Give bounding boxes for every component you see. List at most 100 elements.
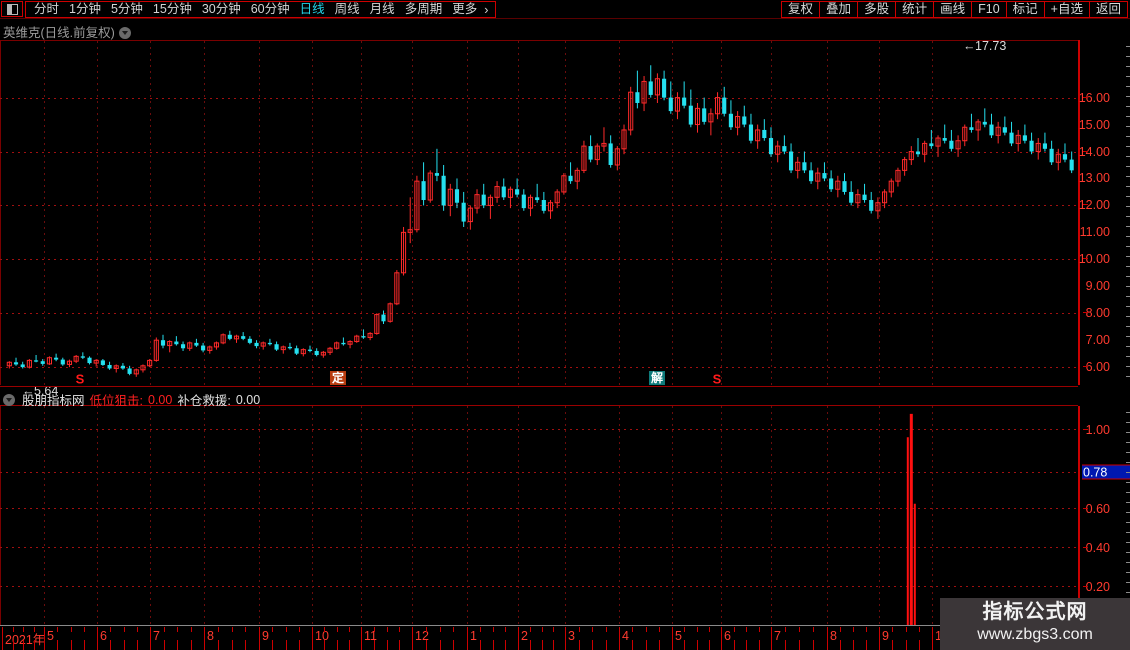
price-axis-minor-tick xyxy=(1126,136,1130,137)
price-axis-minor-tick xyxy=(1126,196,1130,197)
toolbar-button-6[interactable]: F10 xyxy=(971,0,1007,18)
timeframe-10[interactable]: 多周期 xyxy=(404,2,443,16)
candle xyxy=(327,346,333,355)
toolbar-button-4[interactable]: 统计 xyxy=(895,0,935,18)
timeframe-1[interactable]: 分时 xyxy=(34,2,60,16)
candle xyxy=(367,332,373,341)
date-axis-label-16: 7 xyxy=(774,629,781,643)
candle xyxy=(387,302,393,323)
toolbar-button-1[interactable]: 复权 xyxy=(781,0,821,18)
date-axis-label-13: 4 xyxy=(622,629,629,643)
candle xyxy=(100,359,105,366)
indicator-vgridline-5 xyxy=(259,406,260,625)
candle xyxy=(213,341,220,350)
date-axis-minor-tick xyxy=(177,627,178,632)
candle xyxy=(454,178,460,209)
candle xyxy=(982,108,987,128)
low-arrow-icon: ← xyxy=(22,384,35,398)
toolbar-button-2[interactable]: 叠加 xyxy=(819,0,859,18)
candle xyxy=(294,345,299,355)
candle xyxy=(400,226,407,276)
date-axis-label-14: 5 xyxy=(675,629,682,643)
price-axis-minor-tick xyxy=(1126,376,1130,377)
date-axis-minor-tick xyxy=(605,627,607,632)
timeframe-6[interactable]: 60分钟 xyxy=(250,2,290,16)
candle xyxy=(989,113,994,139)
indicator-vgridline-9 xyxy=(467,406,468,625)
price-axis-minor-tick xyxy=(1126,356,1130,357)
timeframe-9[interactable]: 月线 xyxy=(369,2,395,16)
timeframe-7[interactable]: 日线 xyxy=(299,2,325,16)
date-axis-minor-tick xyxy=(918,627,920,632)
indicator-axis-minor-tick xyxy=(1126,542,1130,543)
indicator-axis-tick-1 xyxy=(1083,429,1088,431)
price-y-axis[interactable]: 16.00 15.00 14.00 13.00 12.00 11.00 10.00 9.00 8… xyxy=(1078,40,1130,385)
date-axis-cell-12: 3 xyxy=(565,627,619,650)
candle xyxy=(307,345,313,353)
price-axis-minor-tick xyxy=(1126,246,1130,247)
date-axis-sub-tick xyxy=(866,640,867,650)
candle xyxy=(140,364,146,373)
indicator-chart-pane[interactable] xyxy=(0,406,1078,625)
timeframe-8[interactable]: 周线 xyxy=(334,2,360,16)
panel-toggle-icon[interactable] xyxy=(1,1,23,17)
candle xyxy=(654,73,660,103)
price-gridline-3 xyxy=(0,205,1078,207)
date-axis-minor-tick xyxy=(136,627,138,632)
indicator-axis-minor-tick xyxy=(1126,422,1130,423)
signal-marker-2: 定 xyxy=(329,371,347,385)
candle xyxy=(835,175,841,198)
candle xyxy=(788,143,794,174)
chevron-down-icon[interactable] xyxy=(118,27,131,39)
price-axis-minor-tick xyxy=(1126,156,1130,157)
timeframe-3[interactable]: 5分钟 xyxy=(110,2,143,16)
indicator-pane-left-border xyxy=(0,406,1,625)
candle xyxy=(888,178,894,198)
candle xyxy=(802,151,807,174)
timeframe-2[interactable]: 1分钟 xyxy=(69,2,101,16)
date-axis-minor-tick xyxy=(336,627,338,632)
candle xyxy=(421,162,426,206)
candle xyxy=(147,359,153,368)
candle xyxy=(515,178,520,198)
indicator-gridline-1 xyxy=(0,429,1078,431)
timeframe-11[interactable]: 更多 xyxy=(452,2,478,16)
panel-glyph-icon xyxy=(6,3,18,15)
stock-title-row[interactable]: 英维克(日线.前复权) xyxy=(3,22,131,41)
date-axis-sub-tick xyxy=(529,640,531,650)
candle xyxy=(648,65,653,98)
candle xyxy=(13,357,19,366)
candle xyxy=(87,356,92,365)
candlestick-series xyxy=(6,65,1074,377)
timeframe-4[interactable]: 15分钟 xyxy=(152,2,192,16)
candle xyxy=(474,189,480,214)
candle xyxy=(254,340,259,349)
indicator-vgridline-10 xyxy=(518,406,519,625)
toolbar-button-9[interactable]: 返回 xyxy=(1088,0,1128,18)
chevron-right-icon[interactable]: › xyxy=(484,2,489,17)
date-axis-sub-tick xyxy=(708,640,710,650)
indicator-y-axis[interactable]: 1.00 0.60 0.40 0.20 0.78 xyxy=(1078,406,1130,625)
candle xyxy=(267,338,272,346)
candle xyxy=(6,361,12,369)
candle xyxy=(26,359,32,369)
price-chart-pane[interactable]: ← 5.64 ← 17.73 S 定解 S xyxy=(0,39,1078,398)
indicator-axis-minor-tick xyxy=(1126,582,1130,583)
price-axis-label-11: 6.00 xyxy=(1085,360,1110,375)
date-axis-sub-tick xyxy=(553,640,555,650)
candle xyxy=(1002,116,1007,136)
indicator-header[interactable]: 股朋指标网 低位狙击: 0.00 补仓救援: 0.00 xyxy=(0,386,1078,408)
toolbar-button-5[interactable]: 画线 xyxy=(933,0,973,18)
indicator-gridline-5 xyxy=(0,585,1078,587)
toolbar-button-7[interactable]: 标记 xyxy=(1005,0,1045,18)
price-axis-minor-tick xyxy=(1126,306,1130,307)
indicator-vgridline-8 xyxy=(412,406,413,625)
indicator-axis-tick-2 xyxy=(1083,507,1088,509)
toolbar-button-3[interactable]: 多股 xyxy=(857,0,897,18)
date-axis-minor-tick xyxy=(645,627,647,632)
toolbar-button-8[interactable]: +自选 xyxy=(1043,0,1090,18)
date-axis-minor-tick xyxy=(813,627,814,632)
indicator-collapse-icon[interactable] xyxy=(3,393,15,406)
timeframe-5[interactable]: 30分钟 xyxy=(201,2,241,16)
watermark: 指标公式网 www.zbgs3.com xyxy=(940,598,1130,650)
